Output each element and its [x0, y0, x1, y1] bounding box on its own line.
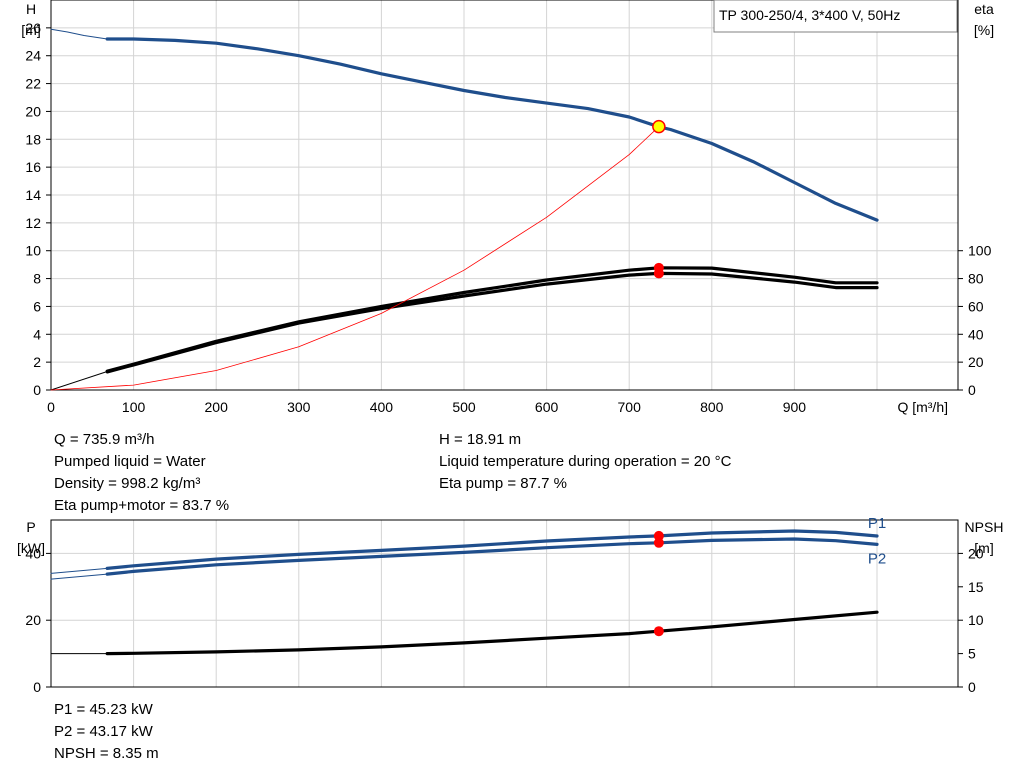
series-line-eta-pump — [105, 266, 879, 373]
operating-point-marker — [653, 537, 664, 548]
power-left-axis-title: P — [26, 519, 35, 535]
series-label-p1: P1 — [868, 515, 886, 532]
info-head: H = 18.91 m — [439, 431, 522, 448]
series-line-p1 — [105, 529, 879, 571]
y-tick-label-right: 0 — [968, 679, 976, 695]
y-tick-label-right: 20 — [968, 354, 984, 370]
info-flow: Q = 735.9 m³/h — [54, 431, 155, 448]
x-axis-title: Q [m³/h] — [897, 399, 948, 415]
operating-point-marker — [653, 530, 664, 541]
info-eta-pump: Eta pump = 87.7 % — [439, 475, 567, 492]
info-npsh: NPSH = 8.35 m — [54, 745, 159, 762]
y-tick-label-left: 4 — [33, 326, 41, 342]
y-tick-label-left: 26 — [25, 20, 41, 36]
power-right-axis-unit: [m] — [974, 540, 993, 556]
y-tick-label-left: 6 — [33, 298, 41, 314]
y-tick-label-left: 22 — [25, 76, 41, 92]
y-tick-label-right: 5 — [968, 646, 976, 662]
y-tick-label-left: 12 — [25, 215, 41, 231]
power-info: P1 = 45.23 kW P2 = 43.17 kW NPSH = 8.35 … — [54, 699, 159, 765]
y-tick-label-right: 80 — [968, 271, 984, 287]
y-tick-label-right: 60 — [968, 298, 984, 314]
x-tick-label: 500 — [452, 399, 476, 415]
y-tick-label-right: 20 — [968, 545, 984, 561]
x-tick-label: 200 — [205, 399, 229, 415]
power-plot-frame — [50, 519, 959, 688]
y-tick-label-right: 15 — [968, 579, 984, 595]
info-liquid-temperature: Liquid temperature during operation = 20… — [439, 453, 732, 470]
y-tick-label-left: 8 — [33, 271, 41, 287]
duty-point-marker — [652, 119, 666, 134]
chart-title-box — [713, 0, 958, 33]
info-p2: P2 = 43.17 kW — [54, 723, 153, 740]
series-line-h-extrapolated- — [50, 28, 108, 40]
operating-point-marker — [653, 268, 664, 279]
series-line-p2-extrapolated- — [50, 573, 108, 580]
info-liquid: Pumped liquid = Water — [54, 453, 206, 470]
operating-point-marker — [653, 626, 664, 637]
duty-info-right: H = 18.91 m Liquid temperature during op… — [439, 429, 731, 495]
info-density: Density = 998.2 kg/m³ — [54, 475, 201, 492]
y-tick-label-left: 10 — [25, 243, 41, 259]
series-line-eta-pump-motor — [105, 271, 879, 374]
y-tick-label-left: 0 — [33, 679, 41, 695]
y-tick-label-left: 14 — [25, 187, 41, 203]
y-tick-label-left: 16 — [25, 159, 41, 175]
power-right-axis-title: NPSH — [965, 519, 1004, 535]
series-line-system-curve — [50, 126, 660, 391]
head-right-axis-unit: [%] — [974, 22, 994, 38]
y-tick-label-right: 10 — [968, 612, 984, 628]
info-eta-pump-motor: Eta pump+motor = 83.7 % — [54, 497, 230, 514]
series-line-eta-extrapolated- — [50, 371, 108, 391]
chart-title: TP 300-250/4, 3*400 V, 50Hz — [719, 7, 900, 23]
y-tick-label-left: 40 — [25, 545, 41, 561]
y-tick-label-right: 40 — [968, 326, 984, 342]
x-tick-label: 600 — [535, 399, 559, 415]
info-p1: P1 = 45.23 kW — [54, 701, 153, 718]
series-line-p1-extrapolated- — [50, 567, 108, 574]
x-tick-label: 800 — [700, 399, 724, 415]
y-tick-label-left: 24 — [25, 48, 41, 64]
power-left-axis-unit: [kW] — [17, 540, 45, 556]
series-line-npsh — [105, 610, 879, 656]
head-left-axis-unit: [m] — [21, 22, 40, 38]
head-right-axis-title: eta — [974, 1, 994, 17]
y-tick-label-left: 18 — [25, 131, 41, 147]
y-tick-label-left: 20 — [25, 612, 41, 628]
series-line-h — [105, 37, 879, 222]
series-label-p2: P2 — [868, 550, 886, 567]
y-tick-label-left: 0 — [33, 382, 41, 398]
x-tick-label: 700 — [618, 399, 642, 415]
head-left-axis-title: H — [26, 1, 36, 17]
x-tick-label: 100 — [122, 399, 146, 415]
y-tick-label-right: 0 — [968, 382, 976, 398]
y-tick-label-left: 20 — [25, 103, 41, 119]
x-tick-label: 400 — [370, 399, 394, 415]
y-tick-label-left: 2 — [33, 354, 41, 370]
duty-info-left: Q = 735.9 m³/h Pumped liquid = Water Den… — [54, 429, 229, 517]
series-line-p2 — [105, 537, 879, 576]
x-tick-label: 300 — [287, 399, 311, 415]
x-tick-label: 900 — [783, 399, 807, 415]
y-tick-label-right: 100 — [968, 243, 992, 259]
x-tick-label: 0 — [47, 399, 55, 415]
